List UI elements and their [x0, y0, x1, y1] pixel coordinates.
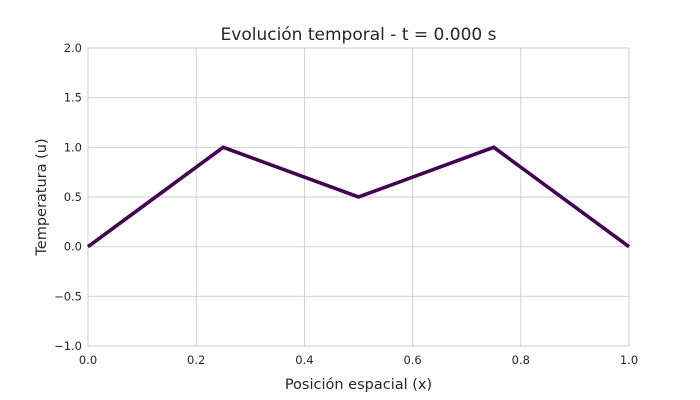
y-axis-label: Temperatura (u) — [34, 138, 50, 256]
series-line-0 — [86, 145, 631, 249]
plot-frame — [87, 47, 630, 347]
y-tick-label: 0.0 — [64, 240, 82, 254]
x-tick-label: 0.0 — [79, 353, 97, 367]
y-tick-label: −1.0 — [54, 339, 82, 353]
chart-title: Evolución temporal - t = 0.000 s — [221, 25, 497, 45]
y-tick-label: 2.0 — [64, 41, 82, 55]
y-tick-label: −0.5 — [54, 289, 82, 303]
x-tick-label: 0.4 — [295, 353, 313, 367]
tick-labels: 0.0 0.2 0.4 0.6 0.8 1.0 −1.0 −0.5 0.0 0.5 1.0 1.5 2.… — [54, 41, 638, 367]
x-tick-label: 0.8 — [512, 353, 530, 367]
x-tick-label: 0.6 — [403, 353, 421, 367]
x-axis-label: Posición espacial (x) — [285, 377, 432, 393]
y-tick-label: 1.0 — [64, 140, 82, 154]
y-tick-label: 1.5 — [64, 91, 82, 105]
x-tick-label: 1.0 — [620, 353, 638, 367]
series-layer — [86, 145, 631, 249]
x-tick-label: 0.2 — [187, 353, 205, 367]
y-tick-label: 0.5 — [64, 190, 82, 204]
